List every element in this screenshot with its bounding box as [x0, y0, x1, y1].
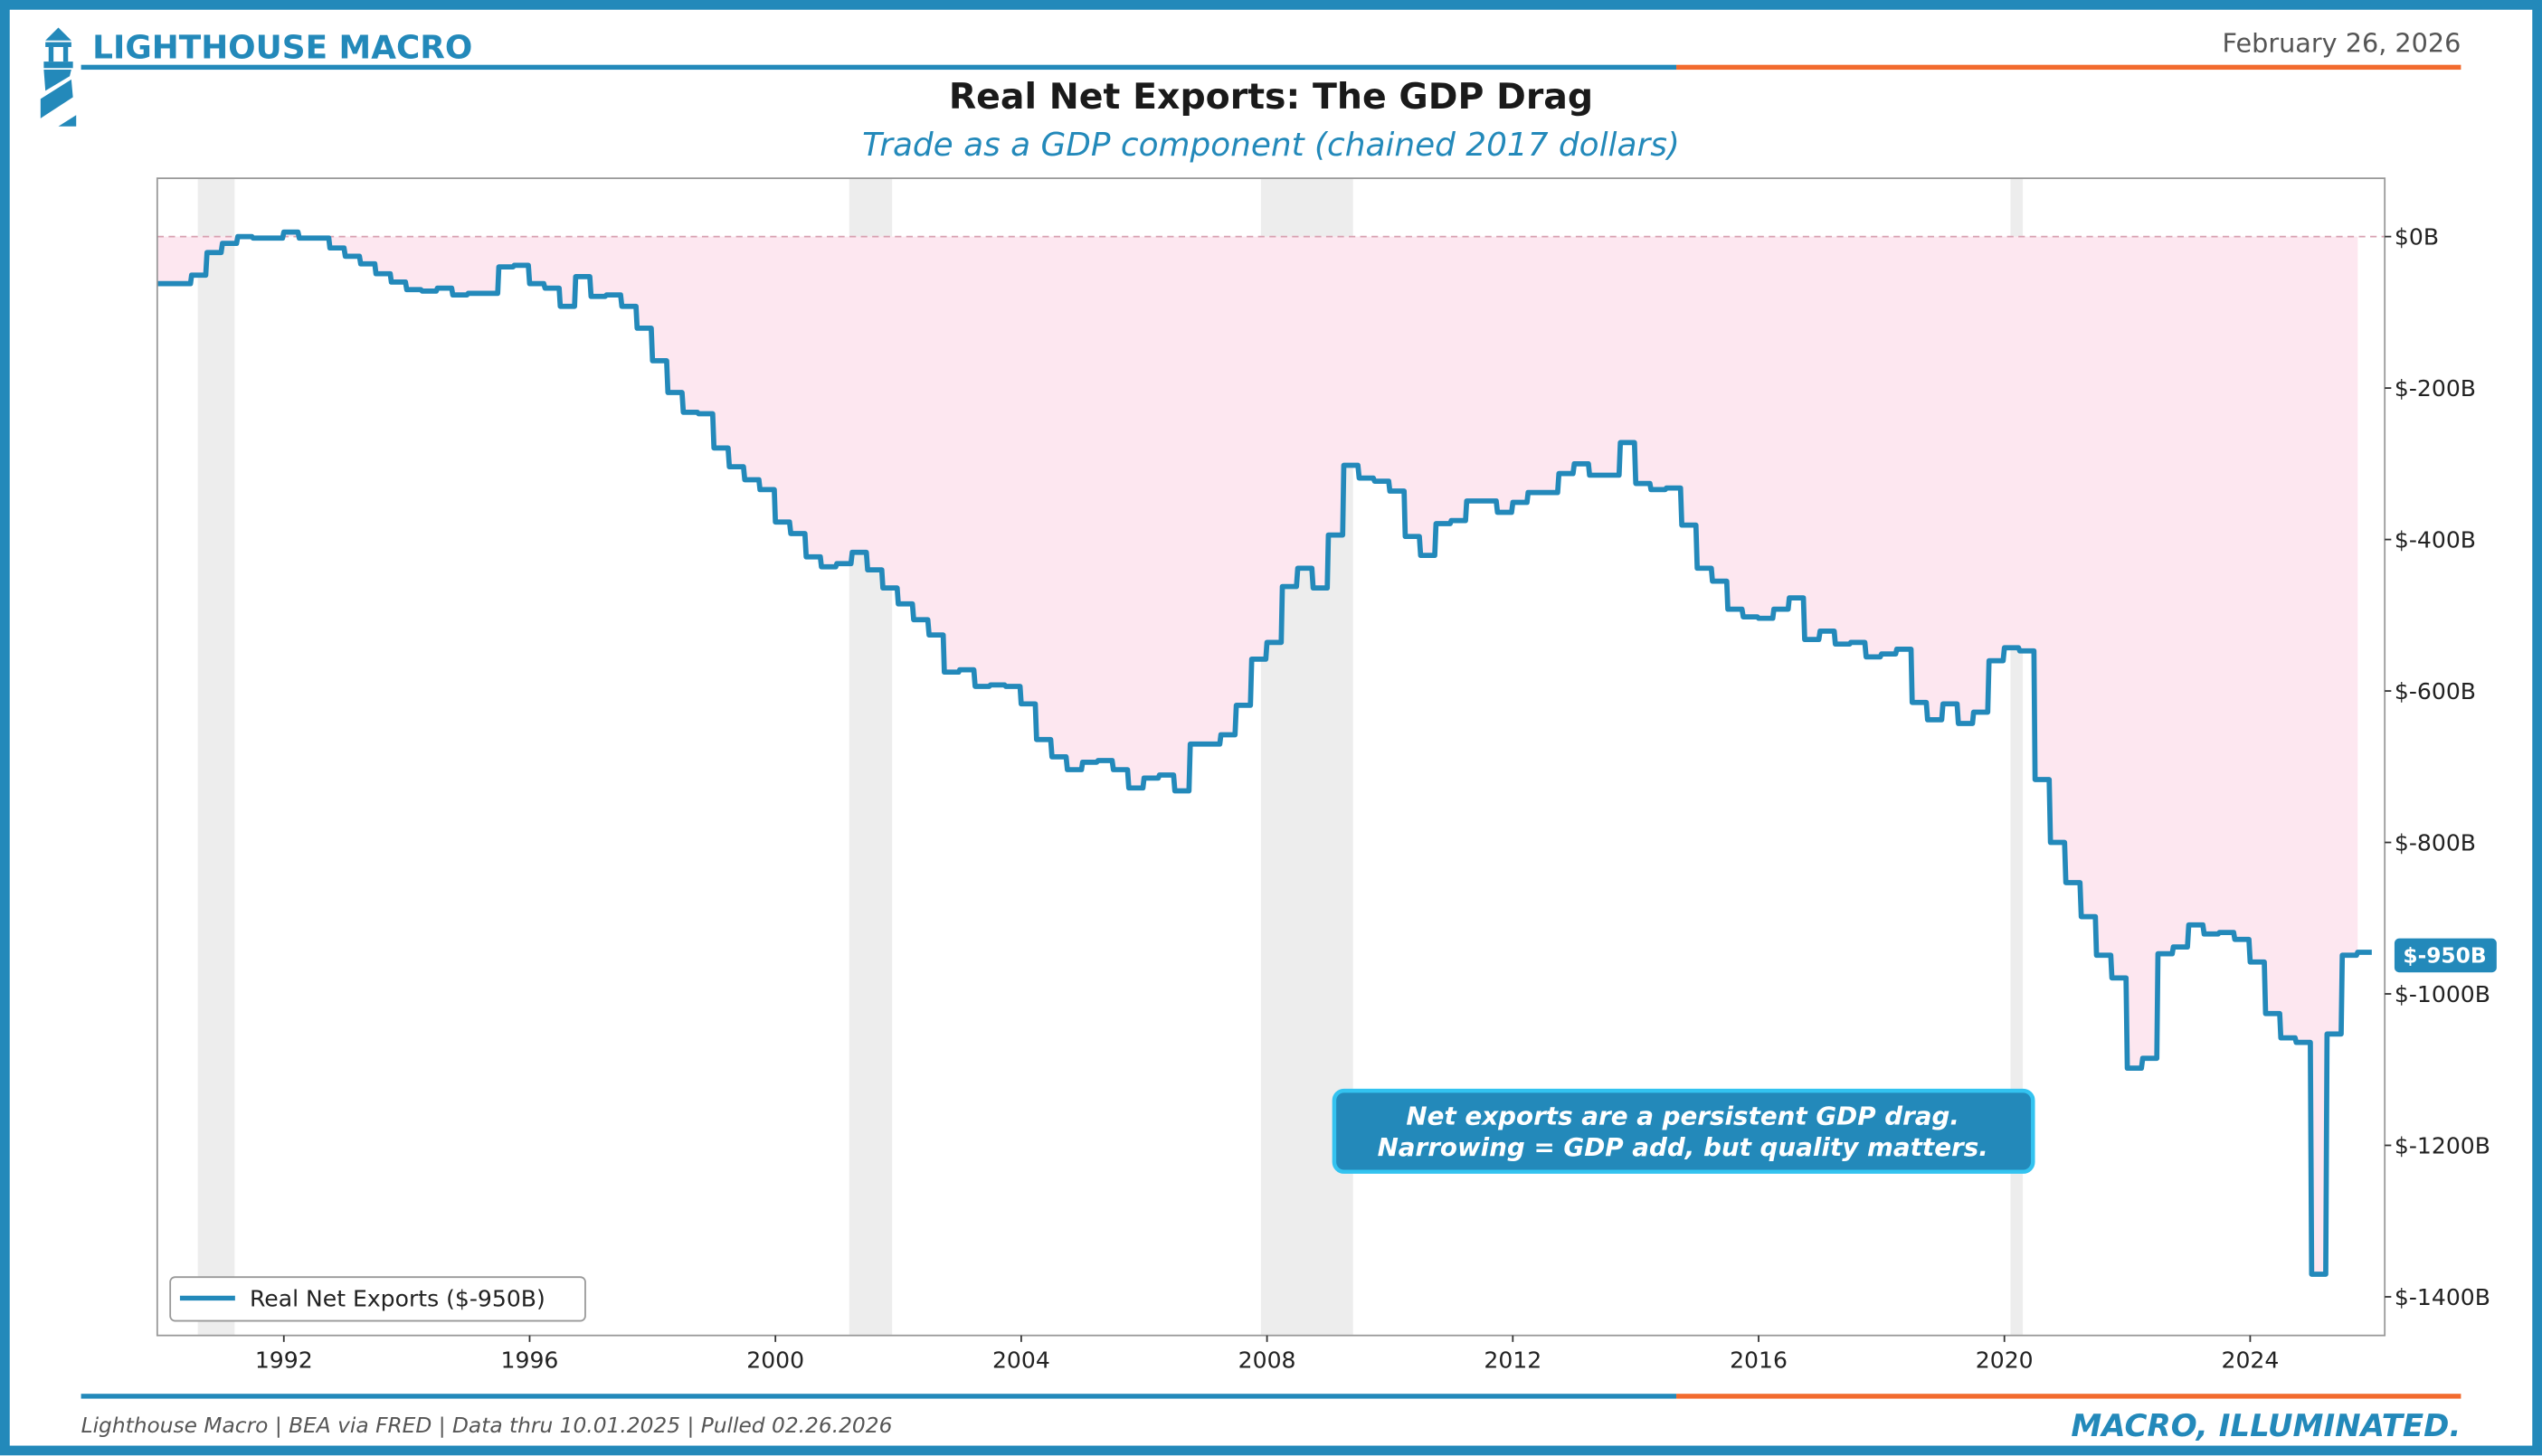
- y-tick-label: $-600B: [2395, 678, 2476, 704]
- header-rule-orange: [1676, 64, 2461, 71]
- y-tick-label: $0B: [2395, 224, 2439, 251]
- x-tick-label: 2024: [2222, 1347, 2280, 1374]
- y-tick-label: $-200B: [2395, 375, 2476, 402]
- y-tick-label: $-800B: [2395, 829, 2476, 856]
- chart-subtitle: Trade as a GDP component (chained 2017 d…: [862, 124, 1680, 165]
- series-line-real-net-exports: [157, 229, 2372, 1277]
- y-tick-label: $-400B: [2395, 527, 2476, 553]
- x-tick-label: 2000: [746, 1347, 804, 1374]
- brand-name: LIGHTHOUSE MACRO: [92, 27, 473, 67]
- footer-rule-orange: [1676, 1394, 2461, 1399]
- tagline: MACRO, ILLUMINATED.: [2071, 1408, 2461, 1444]
- report-date: February 26, 2026: [2222, 27, 2461, 59]
- x-tick-label: 1996: [501, 1347, 559, 1374]
- plot-frame: [156, 177, 2386, 1337]
- x-tick-label: 1992: [255, 1347, 313, 1374]
- y-tick-label: $-1400B: [2395, 1284, 2490, 1310]
- lighthouse-logo-icon: [40, 27, 77, 127]
- legend-label: Real Net Exports ($-950B): [250, 1285, 545, 1311]
- deficit-fill-area: [157, 232, 2358, 1274]
- footer-rule-blue: [81, 1394, 1677, 1399]
- source-note: Lighthouse Macro | BEA via FRED | Data t…: [81, 1414, 893, 1440]
- y-tick-label: $-1200B: [2395, 1132, 2490, 1158]
- x-tick-label: 2016: [1730, 1347, 1788, 1374]
- chart-title: Real Net Exports: The GDP Drag: [948, 78, 1594, 118]
- y-tick-label: $-1000B: [2395, 981, 2490, 1007]
- x-tick-label: 2020: [1976, 1347, 2034, 1374]
- annotation-line-2: Narrowing = GDP add, but quality matters…: [1378, 1132, 1988, 1162]
- legend: Real Net Exports ($-950B): [169, 1276, 586, 1322]
- x-tick-label: 2012: [1484, 1347, 1541, 1374]
- legend-box: [169, 1276, 586, 1322]
- last-value-label: $-950B: [2403, 944, 2486, 969]
- header-rule-blue: [81, 64, 1677, 71]
- annotation-line-1: Net exports are a persistent GDP drag.: [1406, 1101, 1959, 1131]
- x-tick-label: 2008: [1238, 1347, 1296, 1374]
- last-value-badge: $-950B: [2394, 938, 2497, 973]
- annotation-box: Net exports are a persistent GDP drag. N…: [1332, 1088, 2035, 1174]
- last-value-badge-bg: [2394, 938, 2497, 973]
- recession-band: [197, 178, 235, 1336]
- x-tick-label: 2004: [992, 1347, 1050, 1374]
